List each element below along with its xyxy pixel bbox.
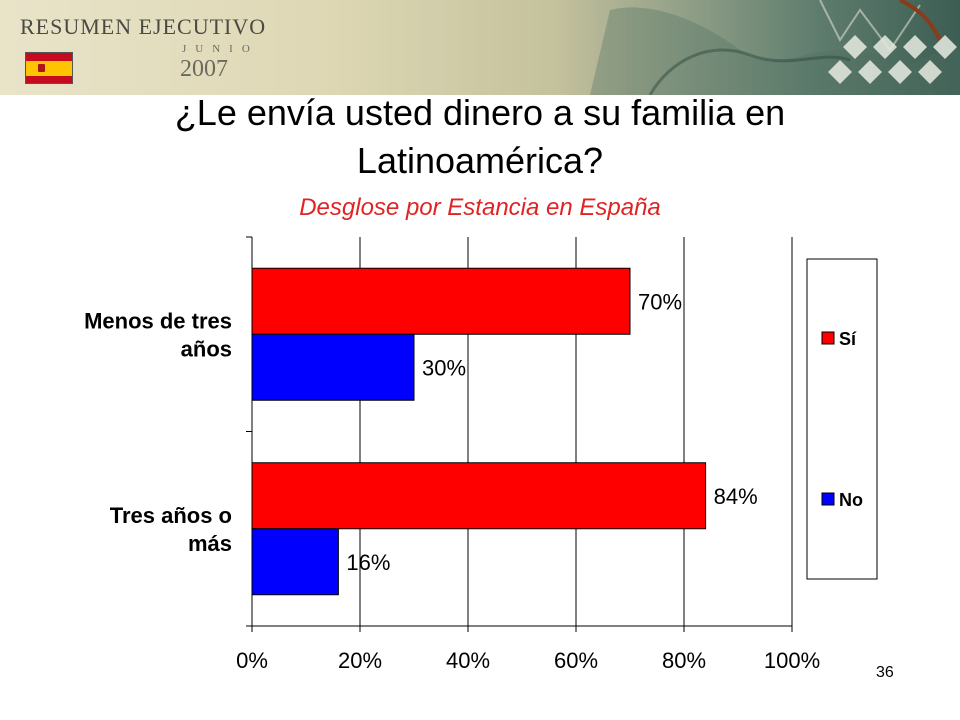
slide-subtitle: Desglose por Estancia en España xyxy=(299,194,661,221)
banner-year: 2007 xyxy=(180,56,228,82)
bar xyxy=(251,528,339,596)
slide-title-line2: Latinoamérica? xyxy=(356,140,604,181)
data-label: 70% xyxy=(638,289,682,314)
data-label: 30% xyxy=(422,355,466,380)
category-label: más xyxy=(188,531,232,556)
x-tick-label: 100% xyxy=(764,648,820,673)
header-banner: RESUMEN EJECUTIVO JUNIO 2007 xyxy=(0,0,960,95)
category-label: años xyxy=(181,336,232,361)
banner-decoration-image xyxy=(590,0,960,95)
bar xyxy=(251,267,631,335)
x-tick-label: 0% xyxy=(236,648,268,673)
x-tick-label: 80% xyxy=(662,648,706,673)
banner-title: RESUMEN EJECUTIVO xyxy=(20,14,267,39)
data-label: 84% xyxy=(714,484,758,509)
x-tick-label: 60% xyxy=(554,648,598,673)
spain-flag-icon xyxy=(25,52,73,84)
data-label: 16% xyxy=(346,550,390,575)
bar xyxy=(251,333,415,401)
x-tick-label: 20% xyxy=(338,648,382,673)
category-label: Menos de tres xyxy=(84,308,232,333)
bar xyxy=(251,462,707,530)
x-tick-label: 40% xyxy=(446,648,490,673)
legend-label: Sí xyxy=(839,329,857,349)
legend-swatch xyxy=(821,492,835,506)
banner-month: JUNIO xyxy=(182,43,259,55)
slide-title-line1: ¿Le envía usted dinero a su familia en xyxy=(174,92,786,133)
page-number: 36 xyxy=(876,664,894,681)
legend-label: No xyxy=(839,490,863,510)
legend-box xyxy=(806,258,878,580)
legend-swatch xyxy=(821,331,835,345)
category-label: Tres años o xyxy=(110,503,232,528)
